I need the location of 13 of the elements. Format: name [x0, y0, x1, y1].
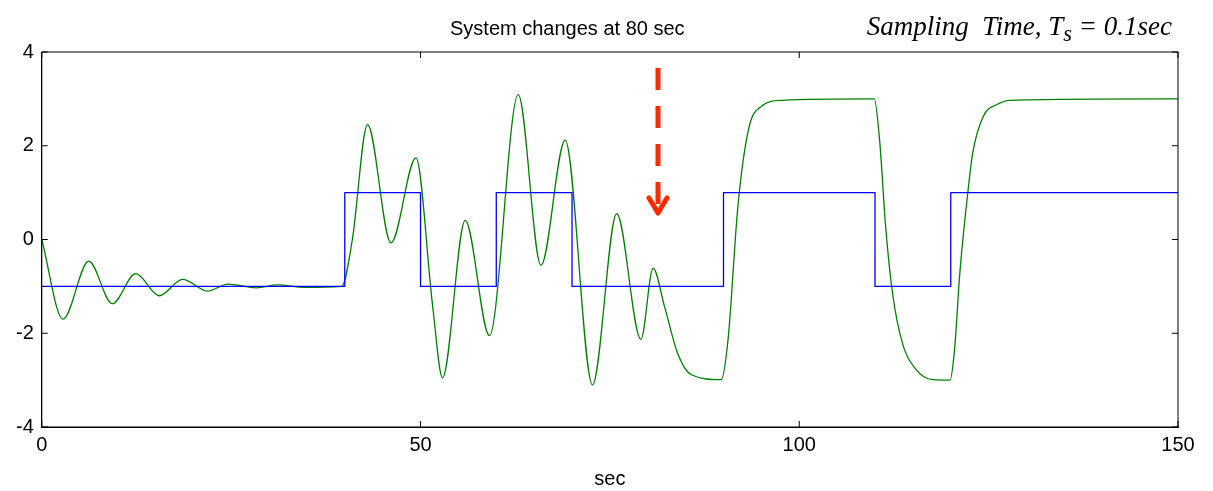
y-tick-label: 4 [22, 39, 34, 62]
y-tick-label: -2 [15, 320, 34, 343]
y-tick-label: -4 [15, 414, 34, 437]
y-tick-label: 0 [22, 227, 34, 250]
x-tick-label: 100 [782, 432, 816, 455]
text: Sampling Time, T$_{s}$ = 0.1sec [866, 10, 1172, 48]
x-tick-label: 0 [36, 432, 48, 455]
x-tick-label: 150 [1161, 432, 1195, 455]
line-series [41, 94, 1178, 386]
x-axis-title: sec [594, 466, 626, 489]
y-tick-label: 2 [22, 133, 34, 156]
text: System changes at 80 sec [450, 16, 685, 40]
x-tick-label: 50 [409, 432, 432, 455]
